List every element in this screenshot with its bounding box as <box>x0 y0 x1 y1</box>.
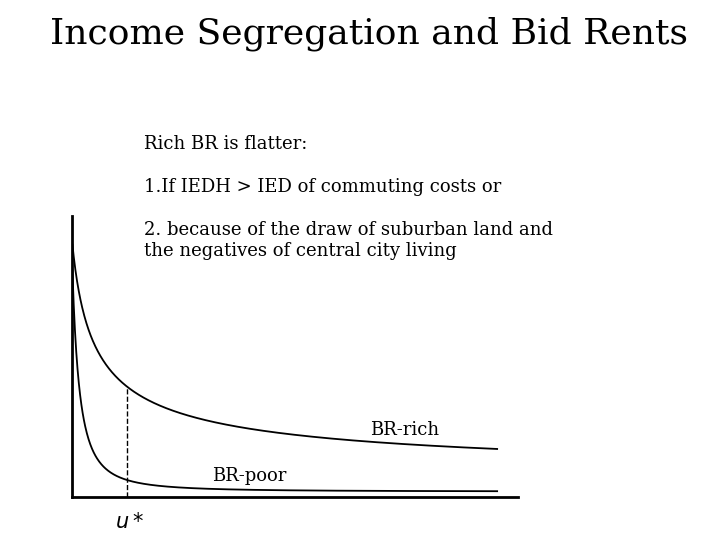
Text: 2. because of the draw of suburban land and
the negatives of central city living: 2. because of the draw of suburban land … <box>144 221 553 260</box>
Text: Rich BR is flatter:: Rich BR is flatter: <box>144 135 307 153</box>
Text: Income Segregation and Bid Rents: Income Segregation and Bid Rents <box>50 16 688 51</box>
Text: 1.If IEDH > IED of commuting costs or: 1.If IEDH > IED of commuting costs or <box>144 178 501 196</box>
Text: BR-rich: BR-rich <box>369 421 438 438</box>
Text: $u*$: $u*$ <box>114 512 143 532</box>
Text: BR-poor: BR-poor <box>212 468 287 485</box>
